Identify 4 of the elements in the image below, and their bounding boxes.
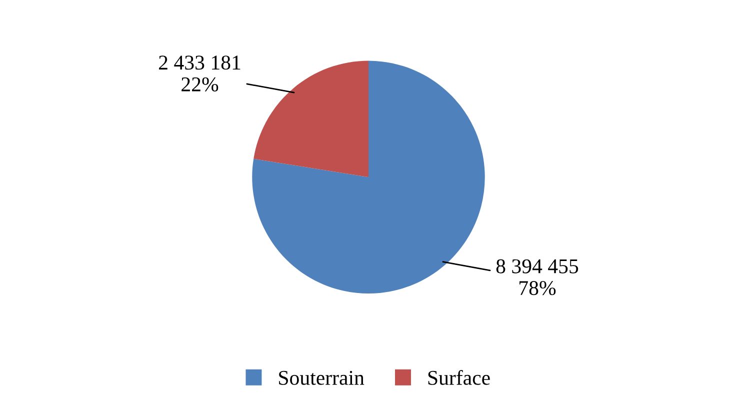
data-label: 2 433 181 22%: [159, 56, 240, 92]
legend-label: Surface: [428, 370, 490, 385]
legend-label: Souterrain: [279, 370, 364, 385]
data-label: 8 394 455 78%: [496, 259, 578, 296]
